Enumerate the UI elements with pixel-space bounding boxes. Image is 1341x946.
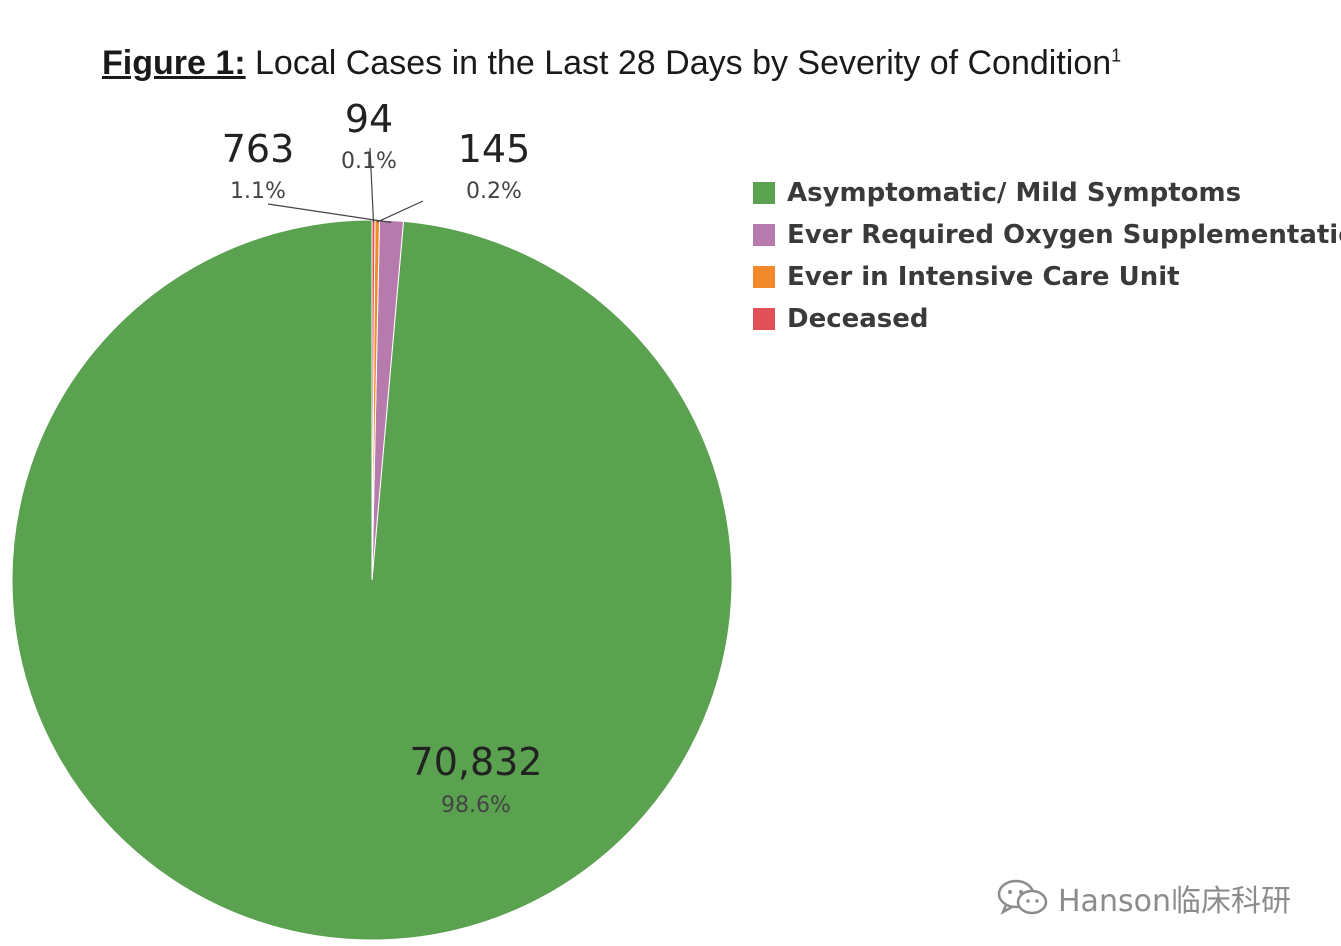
legend-label: Asymptomatic/ Mild Symptoms bbox=[787, 178, 1242, 208]
legend-swatch bbox=[753, 308, 775, 330]
chart-title: Figure 1: Local Cases in the Last 28 Day… bbox=[102, 44, 1121, 83]
percent-label-ever-required-oxygen-supplementation: 1.1% bbox=[230, 179, 286, 204]
leader-line-ever-required-oxygen-supplementation bbox=[267, 203, 392, 224]
title-text: Local Cases in the Last 28 Days by Sever… bbox=[245, 44, 1112, 82]
percent-label-asymptomatic-mild-symptoms: 98.6% bbox=[441, 793, 511, 818]
legend-swatch bbox=[753, 182, 775, 204]
legend-swatch bbox=[753, 224, 775, 246]
figure-label: Figure 1: bbox=[102, 44, 246, 82]
value-label-ever-in-intensive-care-unit: 145 bbox=[458, 127, 531, 171]
leader-line-deceased bbox=[369, 147, 375, 223]
leader-line-ever-in-intensive-care-unit bbox=[376, 200, 424, 223]
value-label-deceased: 94 bbox=[345, 97, 393, 141]
watermark-text: Hanson临床科研 bbox=[1058, 884, 1291, 919]
legend-label: Ever in Intensive Care Unit bbox=[787, 262, 1180, 292]
percent-label-ever-in-intensive-care-unit: 0.2% bbox=[466, 179, 522, 204]
legend-label: Ever Required Oxygen Supplementation bbox=[787, 220, 1341, 250]
legend: Asymptomatic/ Mild Symptoms Ever Required… bbox=[753, 172, 1341, 340]
legend-item-asymptomatic-mild-symptoms: Asymptomatic/ Mild Symptoms bbox=[753, 172, 1341, 214]
legend-item-deceased: Deceased bbox=[753, 298, 1341, 340]
legend-swatch bbox=[753, 266, 775, 288]
title-footnote: 1 bbox=[1111, 45, 1122, 66]
pie-slices bbox=[11, 219, 733, 941]
legend-item-ever-in-intensive-care-unit: Ever in Intensive Care Unit bbox=[753, 256, 1341, 298]
value-label-ever-required-oxygen-supplementation: 763 bbox=[222, 127, 295, 171]
data-labels: 70,832 98.6% 763 1.1% 145 0.2% 94 0.1% bbox=[222, 97, 543, 818]
leader-lines bbox=[267, 147, 424, 224]
wechat-icon bbox=[997, 879, 1048, 915]
value-label-asymptomatic-mild-symptoms: 70,832 bbox=[410, 740, 543, 784]
percent-label-deceased: 0.1% bbox=[341, 149, 397, 174]
watermark: Hanson临床科研 bbox=[996, 876, 1291, 920]
legend-label: Deceased bbox=[787, 304, 929, 334]
legend-item-ever-required-oxygen-supplementation: Ever Required Oxygen Supplementation bbox=[753, 214, 1341, 256]
